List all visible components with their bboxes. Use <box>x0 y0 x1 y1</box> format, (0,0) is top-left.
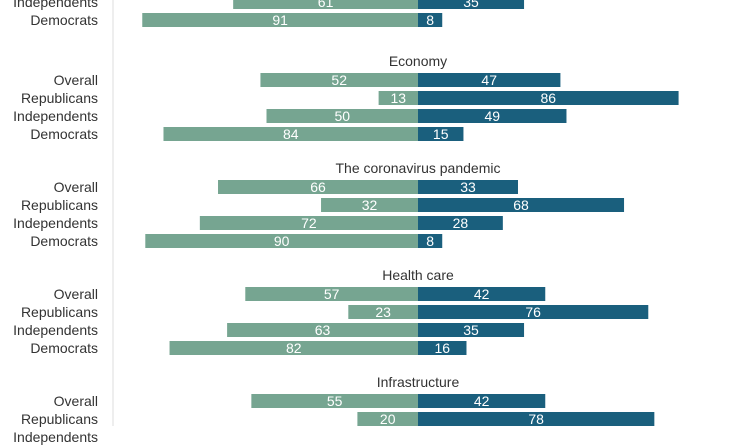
bar-right-the-coronavirus-pandemic-republicans <box>418 198 625 212</box>
bar-right-economy-republicans <box>418 91 679 105</box>
value-left-economy-republicans: 13 <box>391 90 407 106</box>
bar-left-the-coronavirus-pandemic-independents <box>199 216 418 230</box>
diverging-bar-chart: 61 35 91 8 52 47 13 86 50 49 84 15 66 33 32 68 72 28 90 8 57… <box>112 0 679 426</box>
row-label-infrastructure-republicans: Republicans <box>20 411 98 427</box>
bar-right-top-independents <box>418 0 525 9</box>
row-label-health-care-republicans: Republicans <box>20 304 98 320</box>
value-left-infrastructure-overall: 55 <box>327 393 343 409</box>
value-right-top-democrats: 8 <box>426 12 434 28</box>
bar-left-top-democrats <box>142 13 418 27</box>
row-label-the-coronavirus-pandemic-overall: Overall <box>53 179 98 195</box>
bar-right-health-care-independents <box>418 323 525 337</box>
value-left-economy-independents: 50 <box>334 108 350 124</box>
value-right-the-coronavirus-pandemic-democrats: 8 <box>426 233 434 249</box>
value-left-the-coronavirus-pandemic-overall: 66 <box>310 179 326 195</box>
bar-right-infrastructure-republicans <box>418 412 655 426</box>
bar-right-health-care-democrats <box>418 341 467 355</box>
row-label-the-coronavirus-pandemic-republicans: Republicans <box>20 197 98 213</box>
bar-left-health-care-overall <box>245 287 418 301</box>
value-left-the-coronavirus-pandemic-democrats: 90 <box>274 233 290 249</box>
value-right-the-coronavirus-pandemic-independents: 28 <box>453 215 469 231</box>
row-label-health-care-democrats: Democrats <box>30 340 98 356</box>
row-label-top-democrats: Democrats <box>30 12 98 28</box>
value-left-economy-overall: 52 <box>331 72 347 88</box>
row-label-health-care-independents: Independents <box>13 322 98 338</box>
row-label-the-coronavirus-pandemic-independents: Independents <box>13 215 98 231</box>
bar-left-economy-republicans <box>378 91 418 105</box>
value-right-health-care-democrats: 16 <box>434 340 450 356</box>
value-left-health-care-democrats: 82 <box>286 340 302 356</box>
row-label-infrastructure-independents: Independents <box>13 429 98 445</box>
bar-right-economy-independents <box>418 109 567 123</box>
section-title-infrastructure: Infrastructure <box>376 374 460 390</box>
bar-left-top-independents <box>233 0 418 9</box>
value-right-economy-republicans: 86 <box>541 90 557 106</box>
section-title-economy: Economy <box>388 53 448 69</box>
bar-left-economy-overall <box>260 73 418 87</box>
bar-left-the-coronavirus-pandemic-democrats <box>145 234 419 248</box>
value-right-health-care-overall: 42 <box>474 286 490 302</box>
bar-right-health-care-republicans <box>418 305 649 319</box>
section-title-health-care: Health care <box>382 267 454 283</box>
row-label-the-coronavirus-pandemic-democrats: Democrats <box>30 233 98 249</box>
value-right-health-care-republicans: 76 <box>525 304 541 320</box>
value-right-infrastructure-overall: 42 <box>474 393 490 409</box>
bar-left-economy-democrats <box>163 127 418 141</box>
row-label-health-care-overall: Overall <box>53 286 98 302</box>
value-right-economy-overall: 47 <box>481 72 497 88</box>
value-left-infrastructure-republicans: 20 <box>380 411 396 426</box>
bar-left-infrastructure-republicans <box>357 412 418 426</box>
value-left-health-care-republicans: 23 <box>375 304 391 320</box>
bar-right-infrastructure-overall <box>418 394 546 408</box>
bar-right-top-democrats <box>418 13 443 27</box>
bar-left-health-care-republicans <box>348 305 418 319</box>
bar-right-economy-overall <box>418 73 561 87</box>
value-right-infrastructure-republicans: 78 <box>528 411 544 426</box>
bar-left-economy-independents <box>266 109 418 123</box>
value-left-top-democrats: 91 <box>272 12 288 28</box>
section-title-the-coronavirus-pandemic: The coronavirus pandemic <box>335 160 501 176</box>
value-right-top-independents: 35 <box>463 0 479 10</box>
value-left-the-coronavirus-pandemic-independents: 72 <box>301 215 317 231</box>
value-left-economy-democrats: 84 <box>283 126 299 142</box>
bar-right-health-care-overall <box>418 287 546 301</box>
bar-left-health-care-democrats <box>169 341 418 355</box>
bar-left-the-coronavirus-pandemic-overall <box>218 180 418 194</box>
value-right-economy-democrats: 15 <box>433 126 449 142</box>
bar-left-health-care-independents <box>227 323 418 337</box>
bar-right-economy-democrats <box>418 127 464 141</box>
row-label-economy-democrats: Democrats <box>30 126 98 142</box>
bar-right-the-coronavirus-pandemic-independents <box>418 216 503 230</box>
bar-left-infrastructure-overall <box>251 394 418 408</box>
value-left-the-coronavirus-pandemic-republicans: 32 <box>362 197 378 213</box>
value-right-the-coronavirus-pandemic-republicans: 68 <box>513 197 529 213</box>
bar-right-the-coronavirus-pandemic-democrats <box>418 234 443 248</box>
value-right-economy-independents: 49 <box>484 108 500 124</box>
value-right-health-care-independents: 35 <box>463 322 479 338</box>
row-label-top-independents: Independents <box>13 0 98 10</box>
row-label-economy-republicans: Republicans <box>20 90 98 106</box>
value-right-the-coronavirus-pandemic-overall: 33 <box>460 179 476 195</box>
value-left-top-independents: 61 <box>318 0 334 10</box>
row-label-economy-independents: Independents <box>13 108 98 124</box>
value-left-health-care-overall: 57 <box>324 286 340 302</box>
value-left-health-care-independents: 63 <box>315 322 331 338</box>
row-label-economy-overall: Overall <box>53 72 98 88</box>
row-label-infrastructure-overall: Overall <box>53 393 98 409</box>
bar-right-the-coronavirus-pandemic-overall <box>418 180 518 194</box>
bar-left-the-coronavirus-pandemic-republicans <box>321 198 418 212</box>
